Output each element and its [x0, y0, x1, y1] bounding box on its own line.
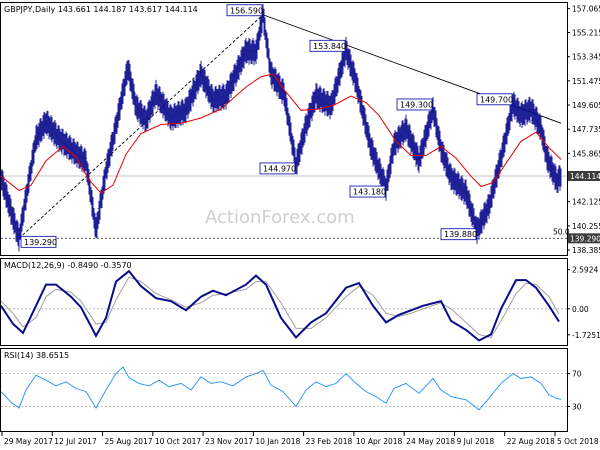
price-annotation: 144.970 — [263, 164, 296, 173]
macd-tick-label: 2.5924 — [572, 266, 598, 275]
price-annotation: 143.180 — [353, 188, 386, 197]
price-annotation: 139.290 — [24, 238, 57, 247]
rsi-header: RSI(14) 38.6515 — [4, 351, 69, 360]
price-annotation-box — [476, 93, 513, 106]
current-price-tag-bg — [568, 170, 600, 181]
rsi-line — [0, 366, 562, 411]
price-annotation-box — [20, 235, 57, 248]
rsi-series: 70 30 — [0, 366, 582, 411]
price-tick-label: 149.605 — [572, 101, 600, 110]
price-tick-label: 142.125 — [572, 198, 600, 207]
macd-header: MACD(12,26,9) -0.8490 -0.3570 — [4, 261, 132, 270]
price-annotation-box — [396, 98, 433, 111]
x-tick-label: 10 Oct 2017 — [155, 437, 202, 446]
x-tick-label: 24 May 2018 — [406, 437, 455, 446]
current-price-tag: 144.114 — [570, 172, 600, 181]
x-tick-label: 29 May 2017 — [4, 437, 53, 446]
price-tick-label: 147.735 — [572, 125, 600, 134]
macd-tick-label: 0.00 — [572, 305, 589, 314]
price-tick-label: 157.065 — [572, 5, 600, 14]
price-tick-label: 140.255 — [572, 222, 600, 231]
x-tick-label: 9 Jul 2018 — [456, 437, 494, 446]
price-tick-label: 138.385 — [572, 246, 600, 255]
price-tick-label: 145.865 — [572, 149, 600, 158]
price-tick-label: 151.475 — [572, 77, 600, 86]
rsi-tick-label: 30 — [572, 402, 582, 411]
x-tick-label: 10 Apr 2018 — [356, 437, 403, 446]
price-annotation: 153.840 — [313, 42, 346, 51]
macd-signal-line — [0, 276, 560, 339]
ema-line — [0, 73, 562, 194]
price-annotation: 139.880 — [444, 230, 477, 239]
macd-panel — [0, 258, 568, 346]
x-tick-label: 23 Feb 2018 — [306, 437, 353, 446]
macd-line — [0, 269, 560, 342]
support-price-tag: 139.290 — [570, 234, 600, 243]
support-price-tag-bg — [568, 233, 600, 244]
macd-tick-label: -1.7251 — [572, 331, 600, 340]
price-tick-label: 153.345 — [572, 53, 600, 62]
rsi-panel — [0, 348, 568, 432]
x-tick-label: 12 Jul 2017 — [54, 437, 97, 446]
x-axis: 29 May 2017 12 Jul 2017 25 Aug 2017 10 Oct … — [1, 432, 599, 446]
macd-series: 2.5924 0.00 -1.7251 — [0, 266, 600, 342]
rsi-tick-label: 70 — [572, 370, 582, 379]
price-annotation-box — [226, 4, 263, 17]
price-series: 50.0 156.590 153.840 149.300 149.700 144.970 1… — [0, 4, 600, 252]
fib-level-label: 50.0 — [553, 227, 570, 236]
x-tick-label: 25 Aug 2017 — [105, 437, 153, 446]
price-annotation-box — [349, 185, 386, 198]
price-annotation: 156.590 — [230, 6, 263, 15]
x-tick-label: 22 Aug 2018 — [507, 437, 555, 446]
price-header: GBPJPY,Daily 143.661 144.187 143.617 144… — [4, 5, 198, 14]
price-annotation-box — [440, 228, 477, 241]
price-line — [0, 14, 562, 239]
x-tick-label: 5 Oct 2018 — [557, 437, 599, 446]
trendline — [18, 14, 264, 239]
x-tick-label: 10 Jan 2018 — [255, 437, 300, 446]
price-annotation: 149.300 — [400, 100, 433, 109]
x-tick-label: 23 Nov 2017 — [205, 437, 253, 446]
price-annotation-box — [259, 162, 296, 175]
price-annotation-box — [309, 39, 346, 52]
watermark: ActionForex.com — [205, 207, 355, 228]
price-tick-label: 155.215 — [572, 29, 600, 38]
price-annotation: 149.700 — [480, 95, 513, 104]
